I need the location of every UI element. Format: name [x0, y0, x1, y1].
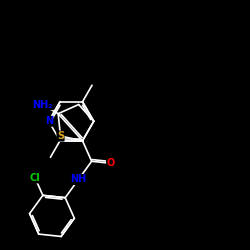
Text: NH: NH [70, 174, 86, 184]
Text: Cl: Cl [30, 173, 40, 183]
Text: NH₂: NH₂ [32, 100, 53, 110]
Text: N: N [45, 116, 53, 126]
Text: S: S [57, 131, 64, 141]
Text: O: O [106, 158, 115, 168]
